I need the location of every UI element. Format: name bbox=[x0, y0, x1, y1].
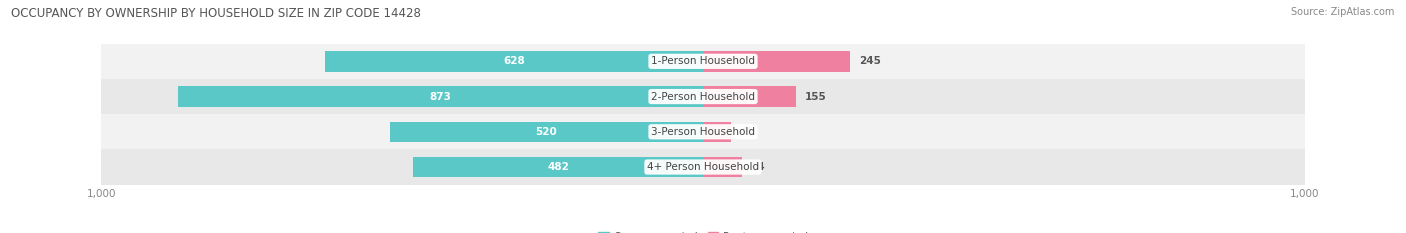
Bar bbox=[101, 149, 1305, 185]
Text: Source: ZipAtlas.com: Source: ZipAtlas.com bbox=[1291, 7, 1395, 17]
Bar bbox=[101, 44, 1305, 79]
Bar bbox=[703, 157, 741, 177]
Text: 3-Person Household: 3-Person Household bbox=[651, 127, 755, 137]
Bar bbox=[101, 79, 1305, 114]
Text: OCCUPANCY BY OWNERSHIP BY HOUSEHOLD SIZE IN ZIP CODE 14428: OCCUPANCY BY OWNERSHIP BY HOUSEHOLD SIZE… bbox=[11, 7, 422, 20]
Text: 155: 155 bbox=[806, 92, 827, 102]
Bar bbox=[101, 114, 1305, 149]
Text: 628: 628 bbox=[503, 56, 524, 66]
Text: 64: 64 bbox=[751, 162, 765, 172]
Text: 1-Person Household: 1-Person Household bbox=[651, 56, 755, 66]
Text: 245: 245 bbox=[859, 56, 882, 66]
Bar bbox=[703, 86, 796, 107]
Bar bbox=[389, 122, 703, 142]
Text: 873: 873 bbox=[429, 92, 451, 102]
Text: 4+ Person Household: 4+ Person Household bbox=[647, 162, 759, 172]
Text: 46: 46 bbox=[740, 127, 755, 137]
Legend: Owner-occupied, Renter-occupied: Owner-occupied, Renter-occupied bbox=[595, 228, 811, 233]
Bar bbox=[703, 122, 731, 142]
Text: 482: 482 bbox=[547, 162, 569, 172]
Text: 2-Person Household: 2-Person Household bbox=[651, 92, 755, 102]
Text: 520: 520 bbox=[536, 127, 557, 137]
Bar bbox=[413, 157, 703, 177]
Bar bbox=[177, 86, 703, 107]
Bar bbox=[703, 51, 851, 72]
Bar bbox=[325, 51, 703, 72]
